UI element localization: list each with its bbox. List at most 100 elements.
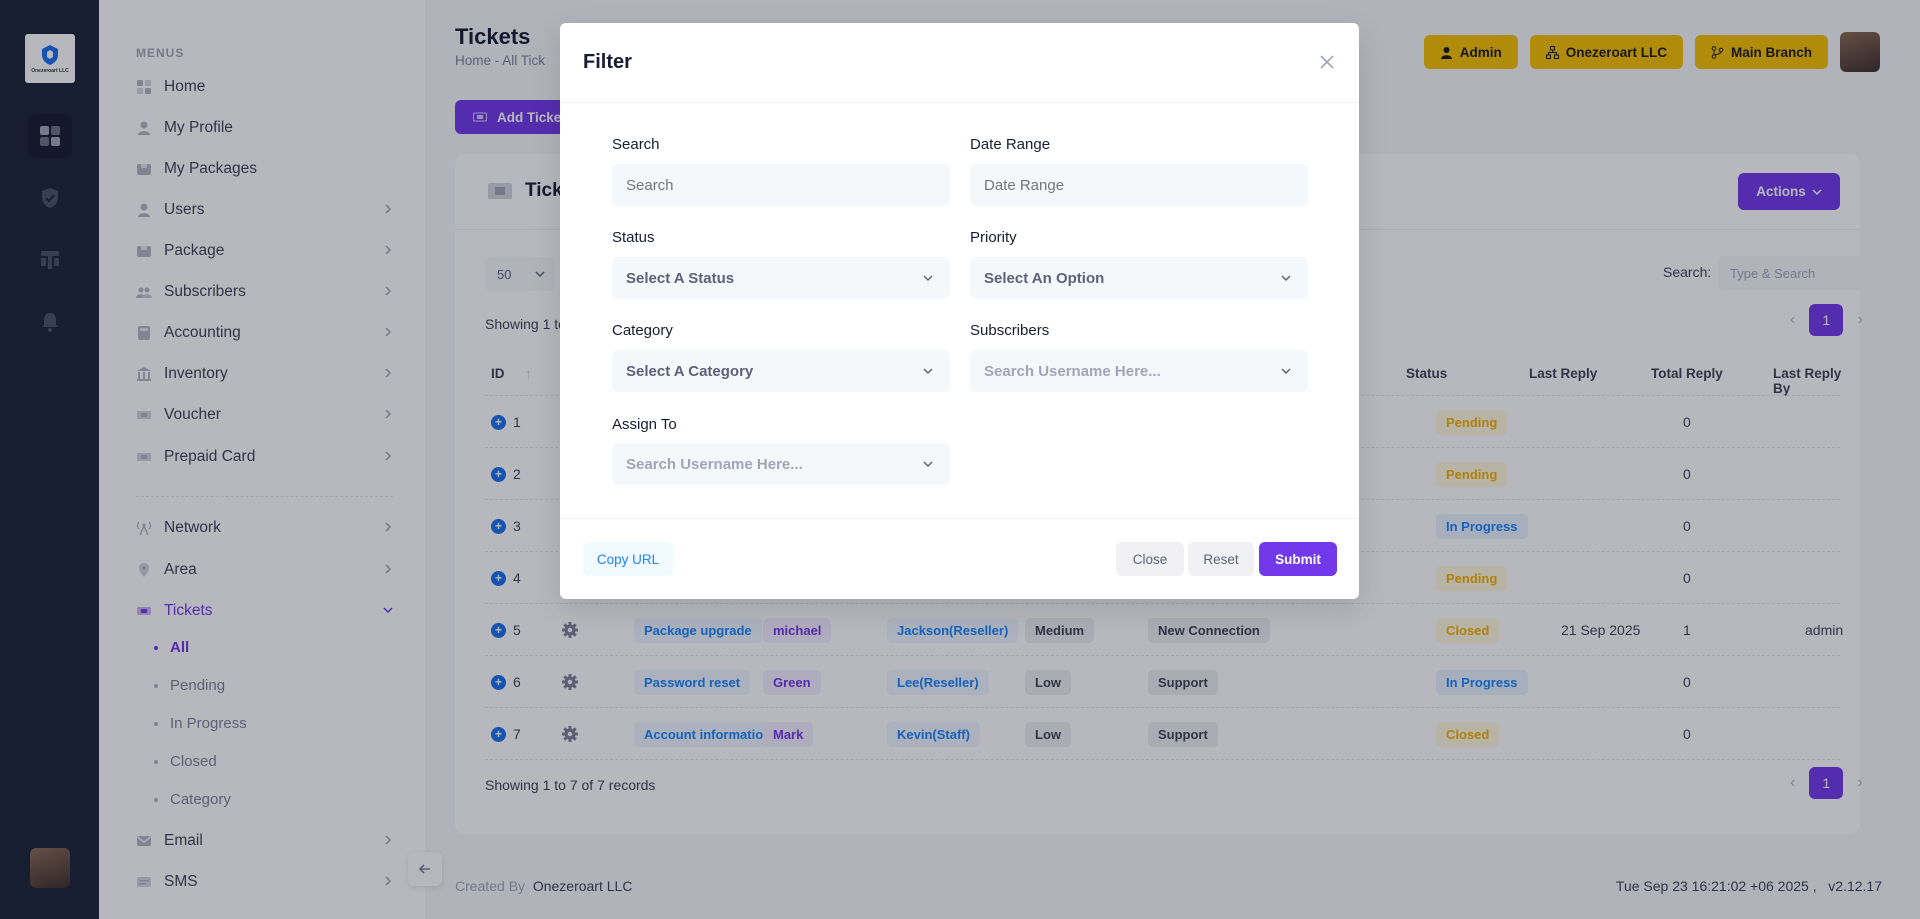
col-id[interactable]: ID	[491, 366, 505, 381]
sidebar-item-prepaid-card[interactable]: Prepaid Card	[136, 440, 393, 474]
table-row[interactable]: +4 Pending 0	[485, 552, 1840, 604]
sidebar-item-email[interactable]: Email	[136, 824, 393, 858]
status-select[interactable]: Select A Status	[612, 257, 950, 299]
table-search-input[interactable]: Type & Search	[1718, 256, 1890, 290]
sidebar-divider	[136, 496, 393, 497]
sidebar-sub-closed[interactable]: Closed	[154, 753, 217, 770]
sidebar-item-home[interactable]: Home	[136, 70, 393, 104]
sidebar-item-my-packages[interactable]: My Packages	[136, 152, 393, 186]
copy-url-button[interactable]: Copy URL	[583, 542, 673, 576]
gear-icon[interactable]	[561, 673, 579, 691]
rail-dashboard[interactable]	[28, 114, 72, 158]
close-button[interactable]: Close	[1116, 542, 1184, 576]
page-length-select[interactable]: 50	[485, 257, 555, 291]
subscribers-select[interactable]: Search Username Here...	[970, 350, 1308, 392]
next-page-icon[interactable]: ›	[1857, 774, 1863, 791]
user-link[interactable]: Mark	[763, 721, 814, 747]
sidebar-sub-pending[interactable]: Pending	[154, 677, 225, 694]
search-input[interactable]	[612, 164, 950, 206]
pagination-top: ‹ 1 ›	[1790, 304, 1863, 336]
brand-logo[interactable]: Onezeroart LLC	[25, 34, 75, 83]
actions-button[interactable]: Actions	[1738, 173, 1840, 210]
chevron-right-icon	[385, 564, 392, 574]
assigned-link[interactable]: Kevin(Staff)	[887, 721, 980, 747]
expand-row-icon[interactable]: +	[491, 518, 506, 534]
prev-page-icon[interactable]: ‹	[1790, 774, 1796, 791]
sidebar-item-my-profile[interactable]: My Profile	[136, 111, 393, 145]
sidebar-item-accounting[interactable]: Accounting	[136, 316, 393, 350]
chevron-down-icon	[923, 368, 933, 375]
sidebar-sub-all[interactable]: All	[154, 639, 189, 656]
expand-row-icon[interactable]: +	[491, 674, 506, 690]
breadcrumb[interactable]: Home - All Tick	[455, 53, 546, 68]
user-link[interactable]: michael	[763, 617, 832, 643]
page-number[interactable]: 1	[1809, 767, 1844, 799]
sidebar-item-package[interactable]: Package	[136, 234, 393, 268]
rail-network[interactable]	[28, 238, 72, 282]
rail-notifications[interactable]	[28, 300, 72, 344]
gear-icon[interactable]	[561, 725, 579, 743]
sidebar-item-inventory[interactable]: Inventory	[136, 357, 393, 391]
table-row[interactable]: +5 Package upgrade michael Jackson(Reseller…	[485, 604, 1843, 656]
company-button[interactable]: Onezeroart LLC	[1529, 35, 1683, 69]
expand-row-icon[interactable]: +	[491, 570, 506, 586]
logo-text: Onezeroart LLC	[31, 67, 69, 74]
sidebar-item-area[interactable]: Area	[136, 553, 393, 587]
close-icon[interactable]	[1318, 53, 1336, 71]
cell-total-reply: 0	[1683, 674, 1691, 690]
submit-button[interactable]: Submit	[1259, 542, 1337, 576]
sidebar-item-label: Prepaid Card	[164, 448, 256, 465]
sidebar-sub-category[interactable]: Category	[154, 791, 231, 808]
table-row[interactable]: +6 Password reset Green Lee(Reseller) Low Sup…	[485, 656, 1840, 708]
chevron-down-icon	[535, 271, 545, 278]
table-row[interactable]: +7 Account information Mark Kevin(Staff) Low…	[485, 708, 1840, 760]
cell-assigned: Lee(Reseller)	[887, 656, 989, 708]
assign-to-select[interactable]: Search Username Here...	[612, 443, 950, 485]
sidebar-item-label: My Profile	[164, 119, 233, 136]
expand-row-icon[interactable]: +	[491, 726, 506, 742]
col-last-reply[interactable]: Last Reply	[1529, 366, 1598, 381]
category-label: Category	[612, 322, 673, 339]
prev-page-icon[interactable]: ‹	[1790, 311, 1796, 328]
sidebar-item-users[interactable]: Users	[136, 193, 393, 227]
subject-link[interactable]: Account information	[634, 721, 782, 747]
sidebar-item-voucher[interactable]: Voucher	[136, 398, 393, 432]
page-number[interactable]: 1	[1809, 304, 1844, 336]
chevron-right-icon	[385, 204, 392, 214]
sidebar-item-sms[interactable]: SMS	[136, 865, 393, 899]
col-status[interactable]: Status	[1406, 366, 1448, 381]
footer-company-link[interactable]: Onezeroart LLC	[532, 878, 633, 894]
user-avatar-bottom[interactable]	[30, 848, 70, 888]
cell-assigned: Jackson(Reseller)	[887, 604, 1019, 656]
branch-button[interactable]: Main Branch	[1694, 35, 1828, 69]
subject-link[interactable]: Password reset	[634, 669, 751, 695]
assigned-link[interactable]: Jackson(Reseller)	[887, 617, 1019, 643]
next-page-icon[interactable]: ›	[1857, 311, 1863, 328]
sidebar-item-label: Home	[164, 78, 206, 95]
assigned-link[interactable]: Lee(Reseller)	[887, 669, 989, 695]
date-range-input[interactable]	[970, 164, 1308, 206]
expand-row-icon[interactable]: +	[491, 466, 506, 482]
gear-icon[interactable]	[561, 621, 579, 639]
sidebar-collapse-button[interactable]	[408, 852, 442, 886]
chevron-right-icon	[385, 451, 392, 461]
user-link[interactable]: Green	[763, 669, 821, 695]
subject-link[interactable]: Package upgrade	[634, 617, 762, 643]
sidebar-item-network[interactable]: Network	[136, 511, 393, 545]
admin-button[interactable]: Admin	[1423, 35, 1518, 69]
expand-row-icon[interactable]: +	[491, 414, 506, 430]
sidebar-item-subscribers[interactable]: Subscribers	[136, 275, 393, 309]
col-last-reply-by[interactable]: Last Reply By	[1773, 366, 1842, 396]
rail-security[interactable]	[28, 176, 72, 220]
col-total-reply[interactable]: Total Reply	[1651, 366, 1723, 381]
expand-row-icon[interactable]: +	[491, 622, 506, 638]
category-select[interactable]: Select A Category	[612, 350, 950, 392]
reset-button[interactable]: Reset	[1188, 542, 1254, 576]
user-avatar[interactable]	[1840, 32, 1880, 72]
search-field-label: Search	[612, 136, 660, 153]
status-label: Status	[612, 229, 655, 246]
sidebar-sub-in-progress[interactable]: In Progress	[154, 715, 247, 732]
sidebar-item-tickets[interactable]: Tickets	[136, 594, 393, 628]
sort-icon[interactable]: ↑	[525, 366, 532, 381]
priority-select[interactable]: Select An Option	[970, 257, 1308, 299]
